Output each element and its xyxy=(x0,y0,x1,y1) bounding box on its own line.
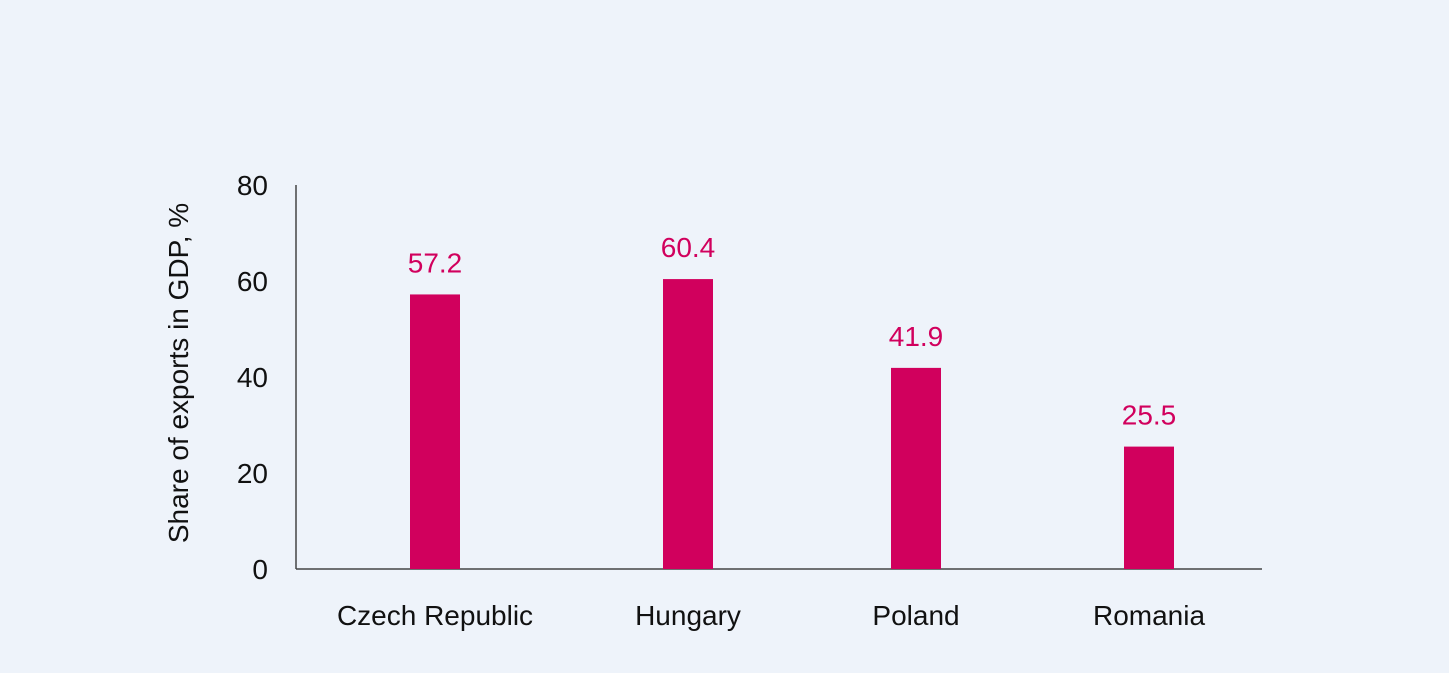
x-category-label: Poland xyxy=(872,600,959,631)
y-tick-label: 40 xyxy=(237,362,268,393)
data-labels: 57.2 60.4 41.9 25.5 xyxy=(408,232,1177,431)
data-label-poland: 41.9 xyxy=(889,321,944,352)
bar-romania xyxy=(1124,446,1174,569)
x-category-labels: Czech Republic Hungary Poland Romania xyxy=(337,600,1206,631)
x-category-label: Czech Republic xyxy=(337,600,533,631)
x-category-label: Romania xyxy=(1093,600,1205,631)
bar-hungary xyxy=(663,279,713,569)
bar-poland xyxy=(891,367,941,569)
y-tick-label: 20 xyxy=(237,458,268,489)
bar-czech-republic xyxy=(410,294,460,569)
x-category-label: Hungary xyxy=(635,600,741,631)
data-label-czech-republic: 57.2 xyxy=(408,247,463,278)
bars xyxy=(410,279,1174,569)
y-axis-title: Share of exports in GDP, % xyxy=(163,203,194,543)
y-tick-label: 0 xyxy=(252,554,268,585)
data-label-hungary: 60.4 xyxy=(661,232,716,263)
y-tick-label: 80 xyxy=(237,170,268,201)
data-label-romania: 25.5 xyxy=(1122,400,1177,431)
y-tick-label: 60 xyxy=(237,266,268,297)
y-ticks: 0 20 40 60 80 xyxy=(237,170,268,585)
